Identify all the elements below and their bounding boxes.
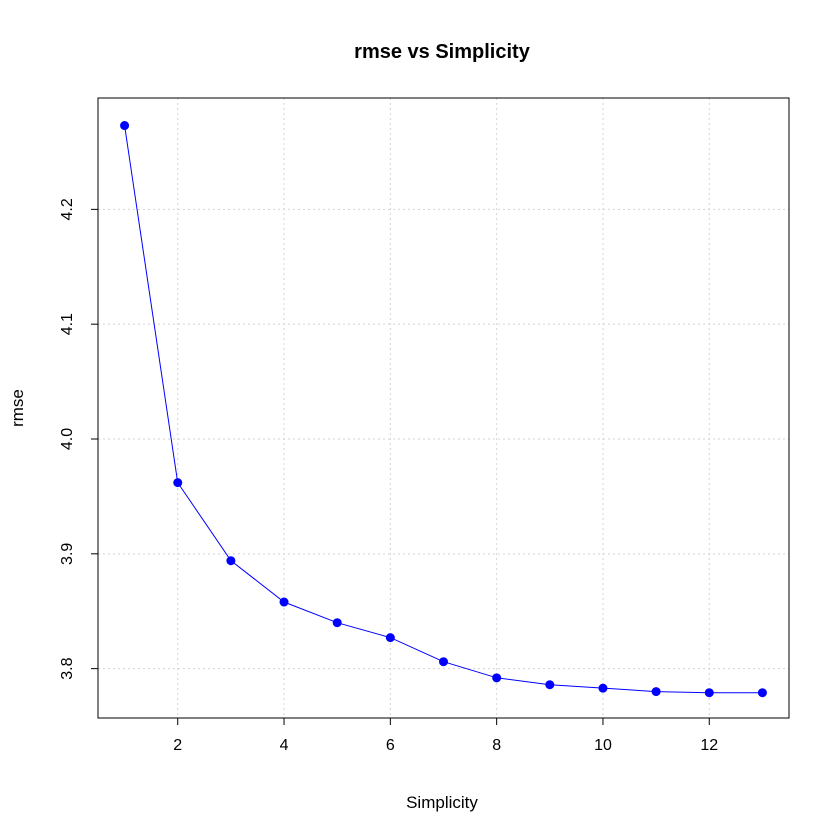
data-point — [492, 673, 502, 683]
series-line — [124, 125, 763, 694]
x-axis-label: Simplicity — [406, 793, 478, 812]
x-axis: 2 4 6 8 10 12 — [173, 718, 718, 754]
chart-title: rmse vs Simplicity — [354, 41, 531, 63]
y-axis-label: rmse — [8, 389, 27, 427]
x-tick-label: 4 — [280, 737, 289, 754]
x-tick-label: 10 — [594, 737, 612, 754]
y-axis: 3.8 3.9 4.0 4.1 4.2 — [59, 198, 98, 680]
data-point — [598, 683, 608, 693]
series — [120, 121, 767, 698]
y-tick-label: 4.0 — [59, 428, 76, 450]
grid — [98, 98, 789, 718]
x-tick-label: 2 — [173, 737, 182, 754]
data-point — [173, 478, 183, 488]
data-point — [279, 597, 289, 607]
x-tick-label: 6 — [386, 737, 395, 754]
data-point — [704, 688, 714, 698]
data-point — [385, 633, 395, 643]
data-point — [332, 618, 342, 628]
x-tick-label: 12 — [700, 737, 718, 754]
y-tick-label: 3.8 — [59, 657, 76, 679]
data-point — [651, 687, 661, 697]
plot-frame — [97, 97, 790, 719]
data-point — [757, 688, 767, 698]
data-point — [120, 121, 130, 131]
y-tick-label: 4.2 — [59, 198, 76, 220]
y-tick-label: 3.9 — [59, 543, 76, 565]
data-point — [545, 680, 555, 690]
data-point — [439, 657, 448, 667]
y-tick-label: 4.1 — [59, 313, 76, 335]
data-point — [226, 556, 236, 566]
x-tick-label: 8 — [492, 737, 501, 754]
